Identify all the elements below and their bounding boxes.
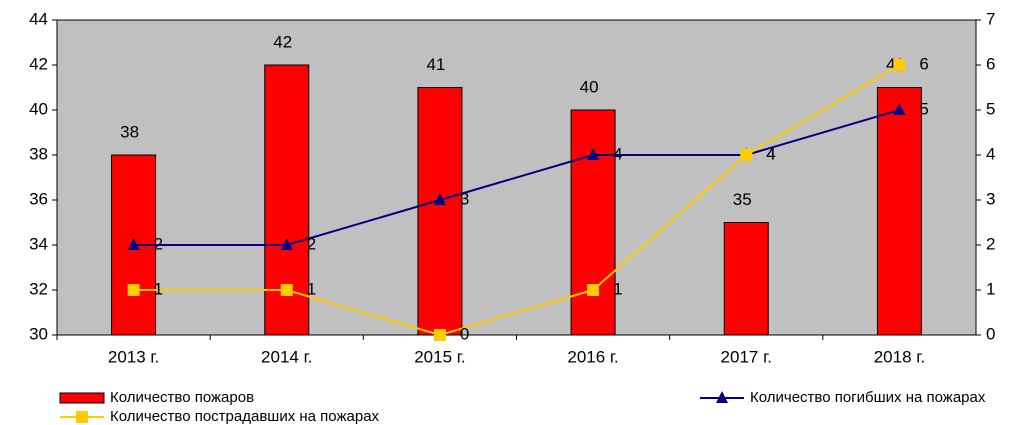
data-label: 4 (613, 144, 622, 163)
data-label: 2 (307, 234, 316, 253)
legend-swatch (59, 392, 105, 404)
data-label: 42 (273, 32, 292, 51)
point (280, 238, 293, 250)
point (433, 329, 446, 341)
y2-tick-label: 3 (986, 189, 995, 208)
data-label: 1 (307, 279, 316, 298)
point (893, 103, 906, 115)
y2-tick-label: 6 (986, 54, 995, 73)
y-tick-label: 36 (29, 189, 48, 208)
y-tick-label: 32 (29, 279, 48, 298)
line (133, 64, 900, 337)
data-label: 6 (919, 54, 928, 73)
x-tick-label: 2017 г. (721, 347, 772, 366)
y-tick-label: 34 (29, 234, 48, 253)
point (587, 148, 600, 160)
data-label: 1 (154, 279, 163, 298)
y2-tick-label: 0 (986, 324, 995, 343)
x-tick-label: 2014 г. (261, 347, 312, 366)
data-label: 4 (766, 144, 775, 163)
y2-tick-label: 1 (986, 279, 995, 298)
y2-tick-label: 5 (986, 99, 995, 118)
y-tick-label: 44 (29, 9, 48, 28)
point (433, 193, 446, 205)
y2-tick-label: 7 (986, 9, 995, 28)
legend-marker (716, 391, 728, 403)
point (280, 284, 293, 296)
data-label: 35 (733, 190, 752, 209)
x-tick-label: 2013 г. (108, 347, 159, 366)
data-label: 1 (613, 279, 622, 298)
y2-tick-label: 2 (986, 234, 995, 253)
data-label: 41 (426, 55, 445, 74)
y-tick-label: 38 (29, 144, 48, 163)
data-label: 40 (580, 77, 599, 96)
legend-label: Количество погибших на пожарах (750, 389, 986, 406)
data-label: 5 (919, 99, 928, 118)
legend-label: Количество пожаров (110, 389, 254, 406)
x-tick-label: 2016 г. (567, 347, 618, 366)
x-tick-label: 2018 г. (874, 347, 925, 366)
bar (570, 109, 616, 336)
bar (723, 222, 769, 336)
data-label: 3 (460, 189, 469, 208)
y-tick-label: 40 (29, 99, 48, 118)
data-label: 0 (460, 324, 469, 343)
y-tick-label: 42 (29, 54, 48, 73)
data-label: 2 (154, 234, 163, 253)
x-tick-label: 2015 г. (414, 347, 465, 366)
data-label: 38 (120, 122, 139, 141)
data-label: 4 (766, 144, 775, 163)
legend-label: Количество пострадавших на пожарах (110, 408, 380, 425)
point (127, 238, 140, 250)
point (127, 284, 140, 296)
point (587, 284, 600, 296)
point (740, 149, 753, 161)
y-tick-label: 30 (29, 324, 48, 343)
bar (876, 87, 922, 336)
point (893, 59, 906, 71)
line (133, 109, 900, 246)
legend-marker (76, 411, 88, 423)
bar (417, 87, 463, 336)
y2-tick-label: 4 (986, 144, 995, 163)
